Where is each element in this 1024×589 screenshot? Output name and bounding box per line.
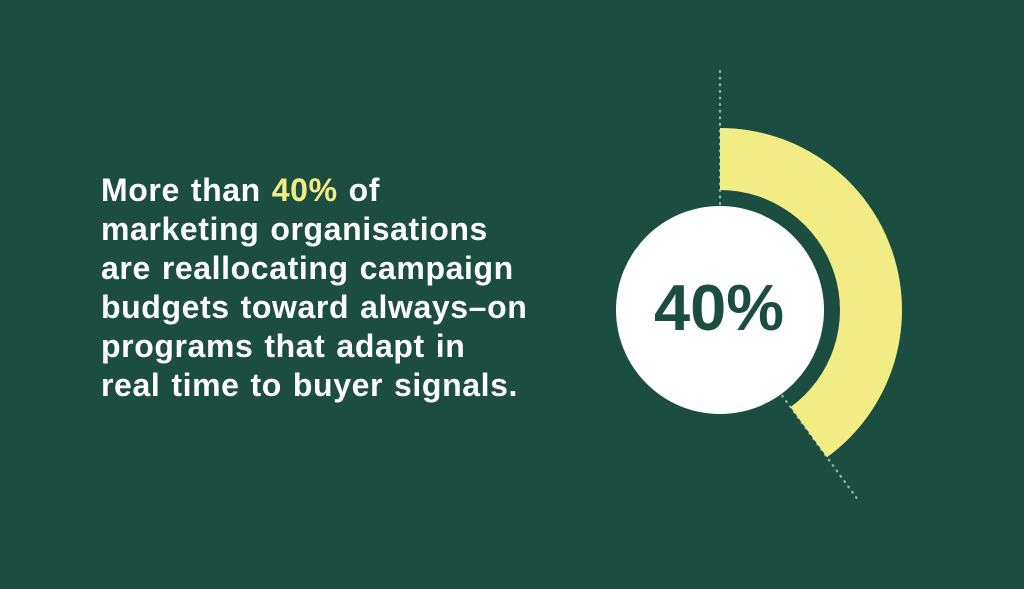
svg-text:40%: 40% [654, 271, 784, 344]
